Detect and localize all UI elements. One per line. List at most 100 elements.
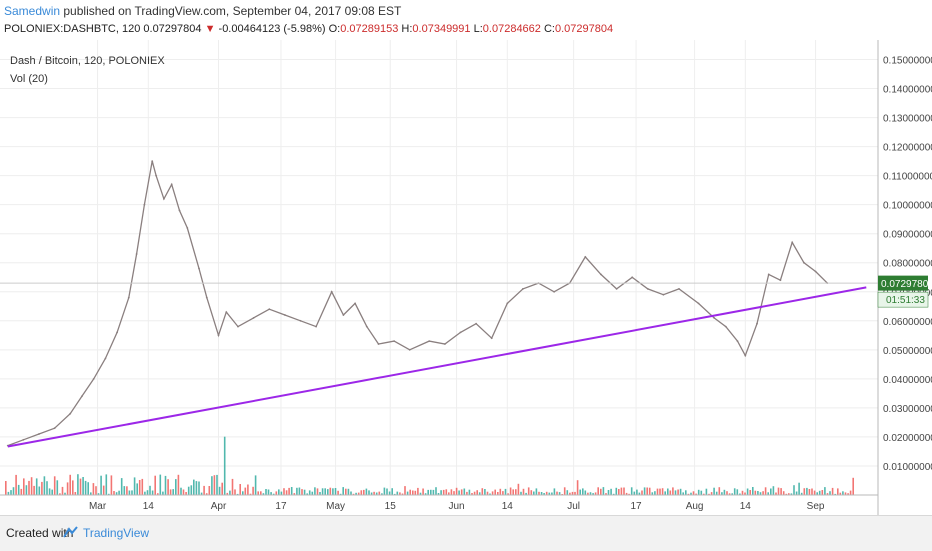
volume-bar (223, 436, 226, 495)
volume-bar (157, 493, 159, 495)
volume-bar (826, 493, 829, 495)
countdown-text: 01:51:33 (886, 295, 925, 306)
volume-bar (512, 489, 514, 495)
author-link[interactable]: Samedwin (4, 4, 61, 18)
volume-bar (486, 491, 489, 495)
volume-bar (321, 488, 324, 495)
volume-bar (847, 493, 849, 495)
volume-bar (79, 478, 82, 495)
volume-bar (391, 488, 393, 495)
volume-bar (816, 492, 818, 495)
price-chart[interactable]: 0.01000000 0.02000000 0.03000000 0.04000000… (0, 40, 932, 515)
volume-bar (800, 492, 803, 495)
volume-bar (638, 492, 641, 495)
price-point (522, 288, 524, 290)
volume-bar (442, 489, 445, 495)
volume-bar (46, 481, 48, 495)
volume-bar (275, 491, 278, 495)
volume-bar (345, 488, 347, 495)
volume-bar (563, 487, 566, 495)
volume-legend[interactable]: Vol (20) (10, 73, 48, 85)
volume-bar (522, 488, 525, 495)
volume-bar (636, 489, 638, 495)
price-point (116, 331, 118, 334)
volume-bar (685, 490, 687, 495)
price-point (475, 322, 477, 325)
countdown-badge: 01:51:33 (877, 291, 929, 308)
price-point (237, 325, 239, 328)
last-price-badge: 0.07297804 (878, 275, 932, 291)
created-with-label: Created with (6, 526, 74, 540)
trendline[interactable] (7, 286, 867, 448)
volume-bar (90, 492, 92, 495)
volume-bar (120, 478, 123, 495)
volume-bar (597, 487, 599, 495)
volume-bar (690, 492, 692, 495)
volume-bar (718, 487, 721, 495)
volume-bar (509, 487, 512, 495)
price-point (377, 343, 380, 345)
volume-bar (463, 488, 466, 495)
volume-bar (448, 492, 450, 495)
volume-bar (785, 493, 788, 495)
price-point (814, 270, 817, 273)
volume-bar (497, 492, 499, 495)
volume-bar (633, 491, 636, 495)
volume-bar (334, 488, 337, 495)
price-point (428, 340, 431, 342)
price-point (631, 276, 634, 279)
main-legend[interactable]: Dash / Bitcoin, 120, POLONIEX (10, 55, 165, 67)
volume-bar (195, 481, 198, 495)
volume-bar (842, 491, 844, 495)
price-point (22, 438, 25, 441)
volume-bar (752, 487, 754, 495)
volume-bar (100, 475, 102, 495)
volume-bar (406, 491, 409, 495)
volume-bar (520, 491, 522, 495)
price-point (225, 311, 228, 313)
y-tick-label: 0.02000000 (883, 433, 932, 444)
symbol-info: POLONIEX:DASHBTC, 120 0.07297804 ▼ -0.00… (4, 23, 613, 35)
volume-bar (164, 475, 167, 495)
price-point (490, 337, 493, 340)
volume-bar (656, 488, 659, 495)
volume-bar (23, 478, 25, 495)
volume-bar (535, 488, 538, 495)
volume-bar (517, 483, 520, 495)
volume-bar (270, 492, 272, 495)
tradingview-link[interactable]: TradingView (83, 526, 150, 540)
trendline-stroke (7, 286, 867, 448)
volume-bar (576, 480, 579, 495)
price-point (205, 296, 208, 299)
volume-bar (733, 488, 736, 495)
volume-bar (10, 490, 12, 495)
volume-bar (306, 493, 308, 495)
volume-bar (478, 492, 481, 495)
volume-bar (788, 493, 790, 495)
volume-bar (254, 475, 257, 495)
price-point (170, 183, 173, 186)
volume-bar (267, 489, 270, 495)
time-axis[interactable]: Mar 14 Apr 17 May 15 Jun 14 Jul 17 Aug 14 Sep (89, 501, 825, 512)
volume-bar (643, 487, 646, 495)
volume-bar (363, 489, 365, 495)
volume-bar (368, 490, 370, 495)
volume-bar (141, 478, 144, 495)
volume-bar (198, 481, 200, 495)
y-tick-label: 0.11000000 (883, 172, 932, 183)
price-axis[interactable]: 0.01000000 0.02000000 0.03000000 0.04000000… (883, 56, 932, 473)
volume-bar (435, 487, 437, 495)
volume-bar (782, 491, 785, 495)
price-point (393, 340, 395, 342)
volume-bar (746, 488, 749, 495)
volume-bar (440, 490, 442, 495)
volume-bar (476, 490, 478, 495)
volume-bar (605, 493, 607, 495)
volume-bar (610, 488, 612, 495)
volume-bar (118, 490, 120, 495)
volume-bar (280, 491, 283, 495)
volume-bar (777, 487, 780, 495)
x-tick-label: 14 (740, 501, 752, 512)
footer-bar: Created with TradingView (0, 515, 932, 551)
open-value: 0.07289153 (340, 23, 399, 35)
